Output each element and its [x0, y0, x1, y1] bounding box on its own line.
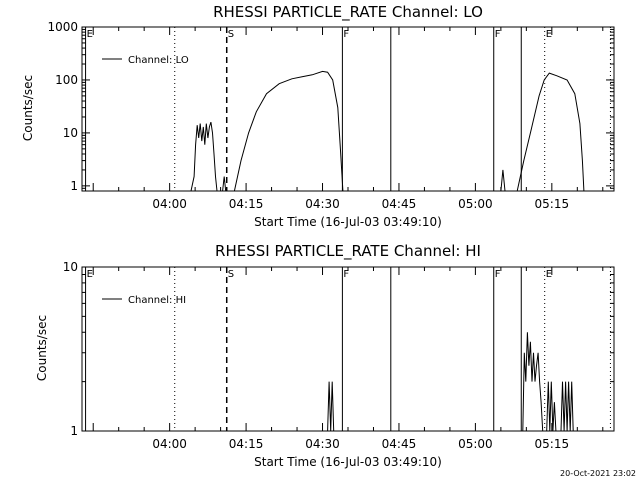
hi-series-line [546, 381, 557, 432]
footer-date: 20-Oct-2021 23:02 [560, 469, 636, 478]
hi-x-tick-label: 04:30 [305, 437, 340, 451]
lo-chart-title: RHESSI PARTICLE_RATE Channel: LO [213, 3, 483, 22]
hi-marker-label: E [546, 269, 552, 280]
hi-chart-title: RHESSI PARTICLE_RATE Channel: HI [215, 242, 481, 261]
lo-series-line [190, 121, 218, 192]
hi-marker-label: F [343, 269, 349, 280]
lo-series-line [516, 72, 585, 192]
lo-y-tick-label: 1 [70, 179, 78, 193]
lo-channel-panel: RHESSI PARTICLE_RATE Channel: LO Start T… [21, 3, 615, 229]
lo-plot-frame [81, 26, 615, 192]
lo-marker-label: E [546, 29, 552, 40]
hi-y-axis-label: Counts/sec [35, 315, 49, 381]
hi-y-tick-label: 1 [70, 424, 78, 438]
lo-x-tick-label: 05:15 [535, 197, 570, 211]
hi-x-tick-label: 04:15 [229, 437, 264, 451]
hi-plot-frame [81, 266, 615, 432]
hi-series-line [327, 381, 335, 432]
lo-y-tick-label: 10 [63, 126, 78, 140]
hi-x-axis-label: Start Time (16-Jul-03 03:49:10) [254, 455, 442, 469]
hi-marker-label: F [495, 269, 501, 280]
lo-series-line [233, 70, 344, 192]
hi-channel-panel: RHESSI PARTICLE_RATE Channel: HI Start T… [35, 242, 615, 469]
lo-marker-label: S [228, 29, 234, 40]
hi-x-tick-label: 05:00 [458, 437, 493, 451]
lo-y-tick-label: 1000 [47, 20, 78, 34]
lo-marker-label: E [87, 29, 93, 40]
lo-x-tick-label: 04:45 [382, 197, 417, 211]
lo-x-tick-label: 04:15 [229, 197, 264, 211]
hi-legend-label: Channel: HI [128, 295, 186, 306]
hi-marker-label: S [228, 269, 234, 280]
lo-marker-label: F [343, 29, 349, 40]
lo-x-tick-label: 04:30 [305, 197, 340, 211]
hi-x-tick-label: 04:45 [382, 437, 417, 451]
hi-x-tick-label: 05:15 [535, 437, 570, 451]
lo-y-axis-label: Counts/sec [21, 75, 35, 141]
lo-series-line [222, 176, 227, 192]
hi-marker-label: E [87, 269, 93, 280]
lo-x-tick-label: 04:00 [152, 197, 187, 211]
hi-x-tick-label: 04:00 [152, 437, 187, 451]
lo-marker-label: F [495, 29, 501, 40]
hi-series-line [522, 332, 544, 432]
lo-x-axis-label: Start Time (16-Jul-03 03:49:10) [254, 215, 442, 229]
lo-y-tick-label: 100 [55, 73, 78, 87]
lo-x-tick-label: 05:00 [458, 197, 493, 211]
hi-y-tick-label: 10 [63, 260, 78, 274]
lo-legend-label: Channel: LO [128, 55, 189, 66]
hi-series-line [560, 381, 574, 432]
lo-series-line [500, 169, 506, 192]
